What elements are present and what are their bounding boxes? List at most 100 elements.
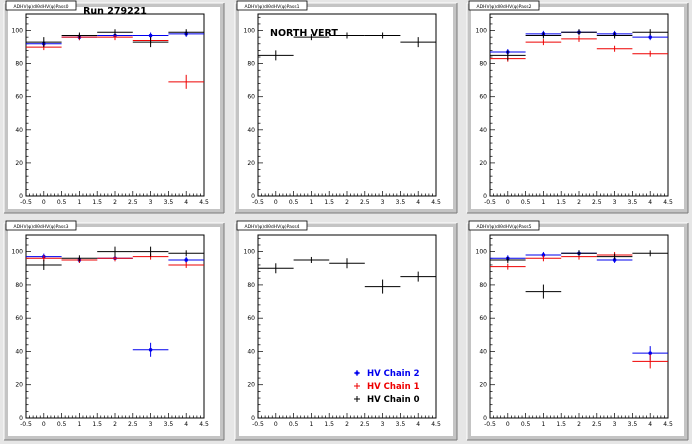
x-tick-label: 2.5 — [592, 421, 602, 428]
y-tick-label: 100 — [244, 249, 256, 256]
y-axis: 0 20 40 60 80 100 — [12, 16, 31, 200]
y-tick-label: 60 — [15, 94, 23, 101]
x-tick-label: 2 — [113, 199, 117, 206]
pad-title: ADHV(φ)dlθdHV(φ)Pass3 — [14, 224, 69, 230]
x-tick-label: 3.5 — [628, 421, 638, 428]
x-tick-label: 4 — [416, 199, 420, 206]
y-tick-label: 20 — [15, 382, 23, 389]
x-tick-label: 1 — [541, 199, 545, 206]
pad-5: ADHV(φ)dlθdHV(φ)Pass4-0.5 0 0.5 1 1.5 2 2.5 3 3.… — [234, 220, 458, 441]
x-tick-label: 3 — [149, 199, 153, 206]
x-tick-label: 3 — [613, 199, 617, 206]
x-tick-label: 3.5 — [628, 199, 638, 206]
pad-title-box: ADHV(φ)dlθdHV(φ)Pass5 — [468, 220, 540, 231]
pad-4: ADHV(φ)dlθdHV(φ)Pass3-0.5 0 0.5 1 1.5 2 2.5 3 3.… — [3, 220, 225, 441]
series-chain0 — [490, 29, 668, 61]
x-tick-label: 4.5 — [431, 421, 441, 428]
y-tick-label: 100 — [476, 249, 488, 256]
pad-inner — [471, 7, 684, 209]
x-tick-label: 2.5 — [360, 199, 370, 206]
north-vert-label: NORTH VERT — [270, 28, 338, 39]
x-tick-label: 1.5 — [556, 199, 566, 206]
pad-title-box: ADHV(φ)dlθdHV(φ)Pass1 — [236, 0, 308, 11]
pad-title: ADHV(φ)dlθdHV(φ)Pass2 — [477, 4, 532, 10]
legend-entry-chain0: HV Chain 0 — [354, 395, 420, 405]
pad-inner — [239, 227, 453, 436]
x-tick-label: 1.5 — [92, 421, 102, 428]
pad-title: ADHV(φ)dlθdHV(φ)Pass0 — [14, 4, 69, 10]
legend: HV Chain 2 HV Chain 1 HV Chain 0 — [354, 369, 420, 405]
x-tick-label: 0.5 — [521, 199, 531, 206]
x-tick-label: -0.5 — [484, 199, 496, 206]
pad-title: ADHV(φ)dlθdHV(φ)Pass1 — [245, 4, 300, 10]
series-chain0 — [490, 250, 668, 299]
y-tick-label: 40 — [15, 127, 23, 134]
pad-title-frame — [5, 220, 77, 231]
x-axis: -0.5 0 0.5 1 1.5 2 2.5 3 3.5 4 4.5 — [484, 413, 673, 428]
x-tick-label: 0 — [42, 421, 46, 428]
pad-title: ADHV(φ)dlθdHV(φ)Pass5 — [477, 224, 532, 230]
x-tick-label: 1 — [77, 421, 81, 428]
series-chain1 — [490, 251, 668, 369]
pad-title-box: ADHV(φ)dlθdHV(φ)Pass0 — [5, 0, 77, 11]
x-tick-label: 0 — [274, 421, 278, 428]
x-tick-label: 4 — [184, 199, 188, 206]
y-axis: 0 20 40 60 80 100 — [12, 237, 31, 422]
x-tick-label: -0.5 — [20, 421, 32, 428]
x-tick-label: 1.5 — [92, 199, 102, 206]
data-point-marker — [612, 258, 617, 262]
x-tick-label: 2.5 — [128, 199, 138, 206]
x-tick-label: 0.5 — [289, 199, 299, 206]
pad-3: ADHV(φ)dlθdHV(φ)Pass2-0.5 0 0.5 1 1.5 2 2.5 3 3.… — [466, 0, 689, 214]
x-tick-label: 4 — [184, 421, 188, 428]
y-axis: 0 20 40 60 80 100 — [244, 237, 263, 422]
y-tick-label: 40 — [15, 348, 23, 355]
pad-title-box: ADHV(φ)dlθdHV(φ)Pass4 — [236, 220, 308, 231]
y-tick-label: 100 — [476, 28, 488, 35]
pad-title-frame — [236, 0, 308, 11]
x-tick-label: 3 — [381, 199, 385, 206]
x-tick-label: 3 — [613, 421, 617, 428]
x-axis: -0.5 0 0.5 1 1.5 2 2.5 3 3.5 4 4.5 — [484, 191, 673, 206]
legend-entry-chain2: HV Chain 2 — [354, 369, 420, 379]
y-tick-label: 0 — [19, 193, 23, 200]
x-tick-label: 3.5 — [396, 199, 406, 206]
pad-inner — [471, 227, 684, 436]
x-tick-label: 2.5 — [592, 199, 602, 206]
y-tick-label: 80 — [15, 282, 23, 289]
y-tick-label: 40 — [247, 348, 255, 355]
pad-title: ADHV(φ)dlθdHV(φ)Pass4 — [245, 224, 300, 230]
y-tick-label: 80 — [15, 61, 23, 68]
pad-title-box: ADHV(φ)dlθdHV(φ)Pass3 — [5, 220, 77, 231]
y-tick-label: 80 — [479, 61, 487, 68]
x-tick-label: 0 — [42, 199, 46, 206]
x-tick-label: 4.5 — [663, 421, 673, 428]
x-tick-label: 0 — [274, 199, 278, 206]
x-tick-label: 2 — [345, 421, 349, 428]
legend-marker-dot — [355, 371, 359, 375]
y-tick-label: 0 — [251, 415, 255, 422]
x-tick-label: 1 — [541, 421, 545, 428]
x-tick-label: 2 — [113, 421, 117, 428]
pad-title-frame — [5, 0, 77, 11]
y-tick-label: 60 — [247, 94, 255, 101]
x-tick-label: 1 — [309, 421, 313, 428]
y-axis: 0 20 40 60 80 100 — [476, 16, 495, 200]
x-tick-label: -0.5 — [252, 199, 264, 206]
x-tick-label: 3.5 — [164, 199, 174, 206]
series-chain0 — [258, 32, 436, 61]
x-tick-label: 1.5 — [324, 199, 334, 206]
x-tick-label: 1.5 — [556, 421, 566, 428]
y-axis: 0 20 40 60 80 100 — [244, 16, 263, 200]
y-tick-label: 80 — [247, 282, 255, 289]
x-tick-label: 2.5 — [128, 421, 138, 428]
x-axis: -0.5 0 0.5 1 1.5 2 2.5 3 3.5 4 4.5 — [20, 191, 209, 206]
y-tick-label: 60 — [479, 94, 487, 101]
x-tick-label: 1 — [77, 199, 81, 206]
x-tick-label: 4 — [648, 199, 652, 206]
pad-inner — [239, 7, 453, 209]
pad-6: ADHV(φ)dlθdHV(φ)Pass5-0.5 0 0.5 1 1.5 2 2.5 3 3.… — [466, 220, 689, 441]
y-tick-label: 80 — [247, 61, 255, 68]
x-tick-label: 0 — [506, 421, 510, 428]
